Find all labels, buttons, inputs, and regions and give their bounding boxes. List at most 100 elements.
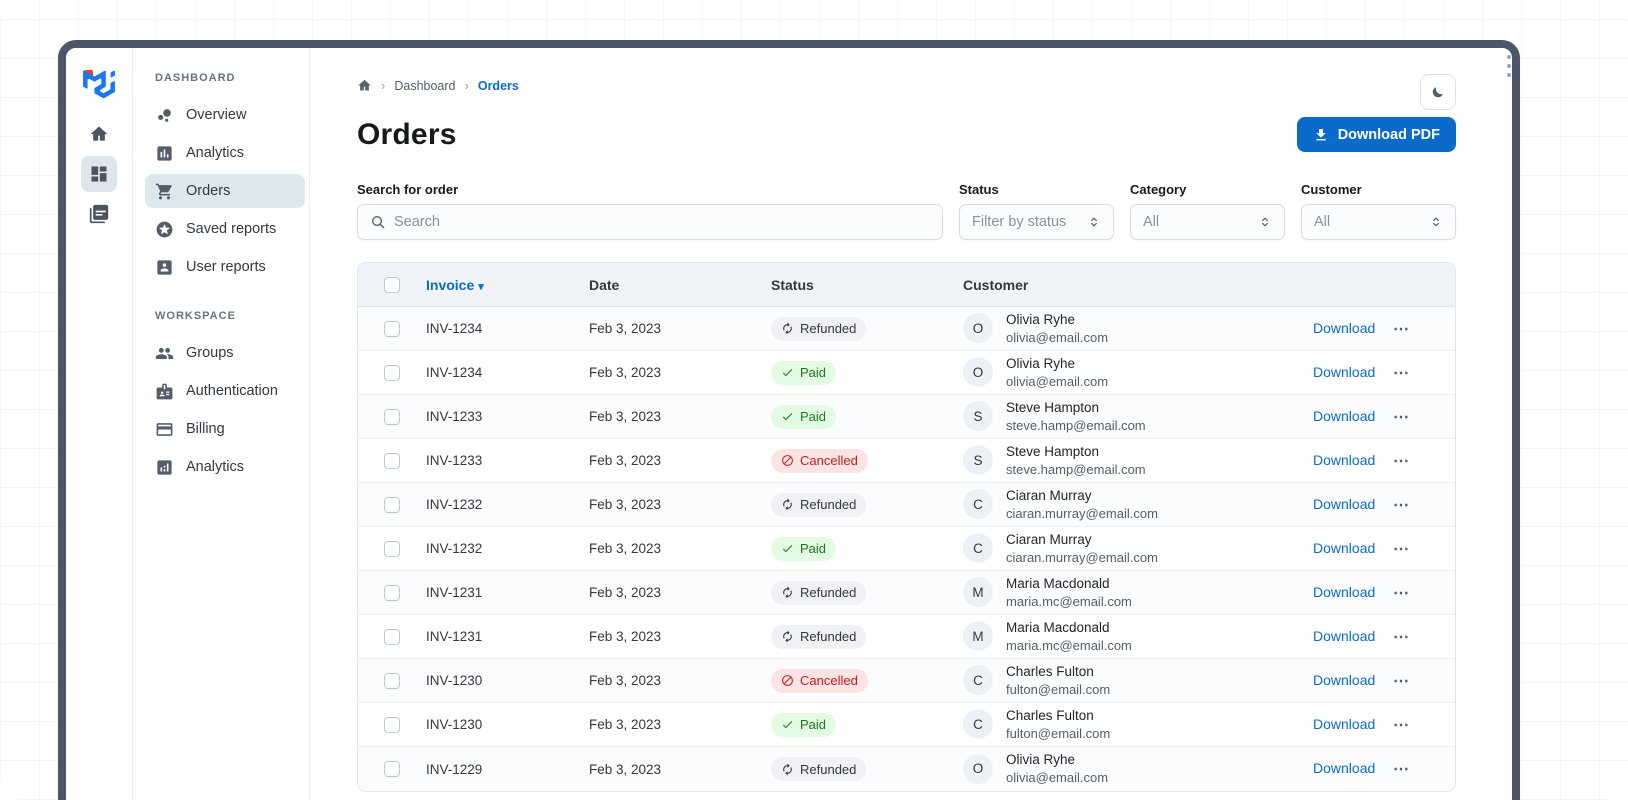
row-checkbox[interactable] [384,408,400,425]
row-checkbox[interactable] [384,716,400,733]
sidebar-item-authentication[interactable]: Authentication [145,374,305,408]
status-label: Paid [800,409,827,424]
home-icon[interactable] [81,116,117,152]
download-link[interactable]: Download [1313,319,1376,336]
download-link[interactable]: Download [1313,671,1376,688]
row-checkbox[interactable] [384,540,400,557]
status-chip: Cancelled [771,448,868,473]
breadcrumb-dashboard[interactable]: Dashboard [394,78,456,93]
invoice-cell: INV-1234 [426,321,483,336]
status-chip-icon [781,498,794,511]
row-checkbox[interactable] [384,452,400,469]
row-menu-button[interactable]: ⋯ [1393,540,1410,558]
download-link[interactable]: Download [1313,407,1376,424]
row-menu-button[interactable]: ⋯ [1393,628,1410,646]
app-window: DASHBOARD Overview Analytics Orders Save… [58,40,1520,800]
dark-mode-toggle[interactable] [1420,74,1456,110]
sidebar: DASHBOARD Overview Analytics Orders Save… [132,48,310,800]
avatar: O [963,313,993,344]
status-label: Refunded [800,761,857,777]
customer-email: ciaran.murray@email.com [1006,549,1158,565]
invoice-cell: INV-1232 [426,541,483,556]
download-link[interactable]: Download [1313,760,1376,776]
status-filter-select[interactable]: Filter by status [959,204,1114,240]
avatar: C [963,489,993,520]
avatar: C [963,709,993,740]
invoice-cell: INV-1233 [426,453,483,468]
mui-logo [83,70,115,99]
chevron-right-icon: › [381,78,386,93]
sidebar-item-overview[interactable]: Overview [145,98,305,132]
bar-chart-icon [157,145,172,161]
row-menu-button[interactable]: ⋯ [1393,364,1410,382]
date-cell: Feb 3, 2023 [589,497,662,512]
invoice-cell: INV-1229 [426,761,483,777]
avatar: O [963,357,993,388]
avatar: M [963,621,993,652]
customer-name: Olivia Ryhe [1006,752,1076,768]
download-link[interactable]: Download [1313,451,1376,468]
download-link[interactable]: Download [1313,495,1376,512]
download-link[interactable]: Download [1313,627,1376,644]
row-checkbox[interactable] [384,496,400,513]
sidebar-item-billing[interactable]: Billing [145,412,305,446]
search-input[interactable] [394,214,930,230]
scrollbar-dots[interactable] [1507,55,1511,77]
category-filter-select[interactable]: All [1130,204,1285,240]
status-chip-icon [781,410,794,423]
dashboard-grid-icon[interactable] [81,156,117,192]
table-row: INV-1230 Feb 3, 2023 Cancelled C Charles… [358,659,1455,703]
download-icon [1316,128,1326,140]
column-header-invoice[interactable]: Invoice ▾ [426,276,484,293]
download-link[interactable]: Download [1313,583,1376,600]
table-row: INV-1232 Feb 3, 2023 Paid C Ciaran Murra… [358,527,1455,571]
sidebar-item-label: Groups [186,345,234,361]
download-link[interactable]: Download [1313,363,1376,380]
customer-filter-select[interactable]: All [1301,204,1456,240]
status-label: Paid [800,365,827,380]
row-menu-button[interactable]: ⋯ [1393,408,1410,426]
home-icon[interactable] [357,78,372,93]
row-menu-button[interactable]: ⋯ [1393,584,1410,602]
row-menu-button[interactable]: ⋯ [1393,672,1410,690]
sidebar-section-dashboard: DASHBOARD [155,72,236,84]
sidebar-item-groups[interactable]: Groups [145,336,305,370]
sidebar-item-analytics-workspace[interactable]: Analytics [145,450,305,484]
column-header-customer: Customer [963,276,1029,293]
customer-email: maria.mc@email.com [1006,593,1132,609]
download-pdf-button[interactable]: Download PDF [1296,117,1456,152]
table-row: INV-1233 Feb 3, 2023 Paid S Steve Hampto… [358,395,1455,439]
row-checkbox[interactable] [384,628,400,645]
sort-arrow-icon: ▾ [478,280,484,293]
row-checkbox[interactable] [384,672,400,689]
customer-name: Olivia Ryhe [1006,355,1076,371]
date-cell: Feb 3, 2023 [589,365,662,380]
row-menu-button[interactable]: ⋯ [1393,716,1410,734]
layers-icon[interactable] [81,196,117,232]
page-title: Orders [357,117,457,151]
row-menu-button[interactable]: ⋯ [1393,761,1410,778]
row-menu-button[interactable]: ⋯ [1393,452,1410,470]
row-checkbox[interactable] [384,584,400,601]
status-chip-icon [781,674,794,687]
row-checkbox[interactable] [384,761,400,777]
select-all-checkbox[interactable] [384,276,400,293]
sidebar-item-label: User reports [186,259,266,275]
orders-table: Invoice ▾ Date Status Customer INV-1234 F… [357,262,1456,792]
status-label: Refunded [800,629,857,644]
download-link[interactable]: Download [1313,715,1376,732]
date-cell: Feb 3, 2023 [589,541,662,556]
row-checkbox[interactable] [384,364,400,381]
customer-cell: S Steve Hampton steve.hamp@email.com [963,399,1313,435]
table-row: INV-1231 Feb 3, 2023 Refunded M Maria Ma… [358,615,1455,659]
customer-email: fulton@email.com [1006,725,1111,741]
download-link[interactable]: Download [1313,539,1376,556]
sidebar-item-analytics[interactable]: Analytics [145,136,305,170]
customer-cell: M Maria Macdonald maria.mc@email.com [963,575,1313,611]
row-menu-button[interactable]: ⋯ [1393,320,1410,338]
row-menu-button[interactable]: ⋯ [1393,496,1410,514]
sidebar-item-user-reports[interactable]: User reports [145,250,305,284]
sidebar-item-orders[interactable]: Orders [145,174,305,208]
row-checkbox[interactable] [384,320,400,337]
sidebar-item-saved-reports[interactable]: Saved reports [145,212,305,246]
